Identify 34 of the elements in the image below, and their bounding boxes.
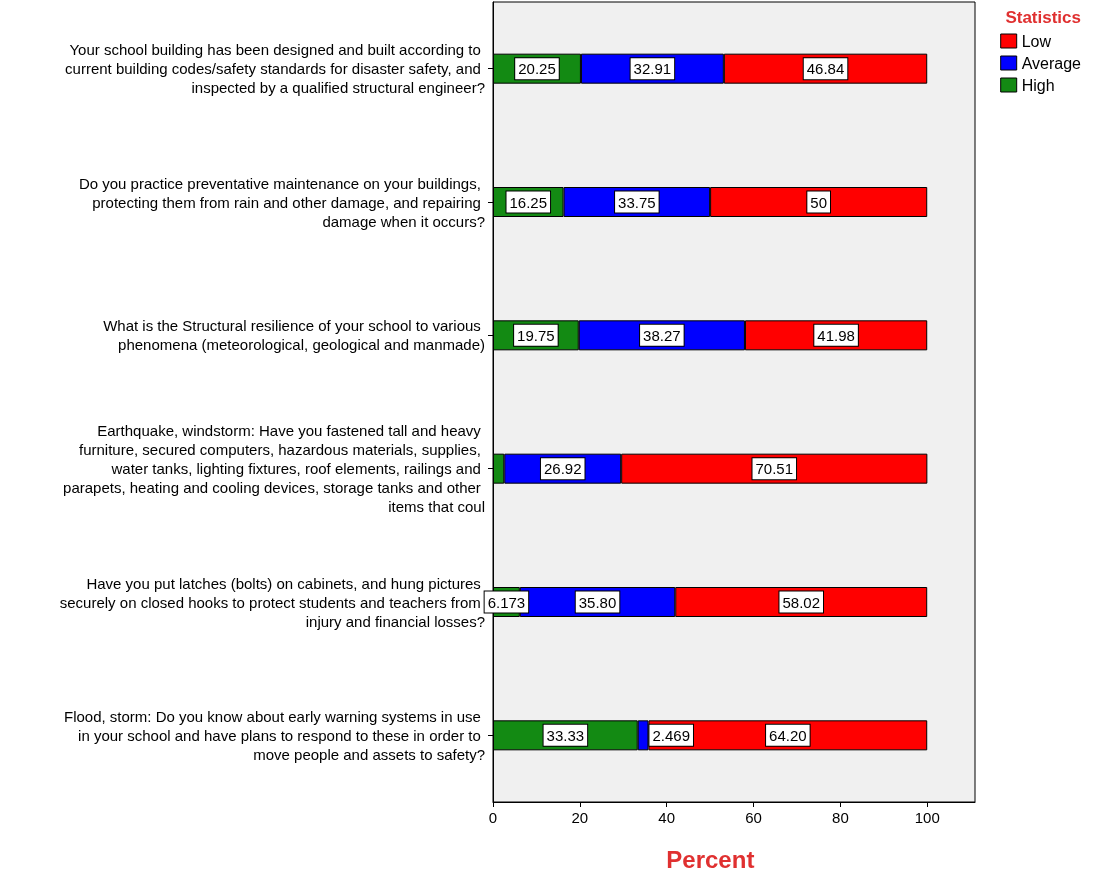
- data-label: 33.75: [618, 193, 656, 211]
- data-label: 2.469: [652, 726, 690, 744]
- data-label: 6.173: [487, 593, 526, 611]
- data-label: 32.91: [633, 60, 672, 78]
- data-label: 46.84: [806, 60, 845, 78]
- y-tick-label: Have you put latches (bolts) on cabinets, and hung pictures securely on closed hooks to protect students and teachers from injury and financial losses?: [59, 574, 485, 630]
- x-tick-label: 0: [488, 809, 498, 826]
- data-label: 26.92: [543, 460, 582, 478]
- x-tick-label: 80: [832, 809, 849, 826]
- data-label: 20.25: [518, 60, 556, 78]
- x-tick-label: 40: [658, 809, 676, 826]
- x-tick-label: 20: [571, 809, 589, 826]
- legend-title: Statistics: [1005, 8, 1082, 27]
- y-tick-label: Your school building has been designed and built according to current building codes/safety standards for disaster safety, and inspected by a qualified structural engineer?: [65, 41, 485, 97]
- data-label: 70.51: [755, 460, 794, 478]
- data-label: 33.33: [546, 726, 585, 744]
- data-label: 58.02: [782, 593, 821, 611]
- data-label: 64.20: [769, 726, 807, 744]
- x-tick-label: 60: [745, 809, 762, 826]
- data-label: 19.75: [517, 326, 555, 344]
- data-label: 50: [810, 193, 828, 211]
- legend-label: Average: [1021, 54, 1082, 72]
- y-tick-label: Flood, storm: Do you know about early warning systems in use in your school and have plans to respond to these in order to move people and assets to safety?: [63, 707, 485, 763]
- y-tick-label: Earthquake, windstorm: Have you fastened tall and heavy furniture, secured computers, hazardous materials, supplies, water tanks, lighting fixtures, roof elements, railings and parapets, heating and cooling devices, storage tanks and other items that coul: [63, 422, 485, 516]
- legend-label: High: [1021, 76, 1055, 94]
- data-label: 35.80: [578, 593, 617, 611]
- legend-label: Low: [1021, 32, 1052, 50]
- y-tick-label: What is the Structural resilience of your school to various phenomena (meteorological, geological and manmade): [103, 317, 485, 354]
- x-tick-label: 100: [914, 809, 940, 826]
- data-label: 16.25: [509, 193, 548, 211]
- data-label: 38.27: [643, 326, 681, 344]
- data-label: 41.98: [817, 326, 855, 344]
- x-axis-title: Percent: [666, 845, 755, 873]
- y-tick-label: Do you practice preventative maintenance on your buildings, protecting them from rain and other damage, and repairing damage when it occurs?: [78, 174, 485, 230]
